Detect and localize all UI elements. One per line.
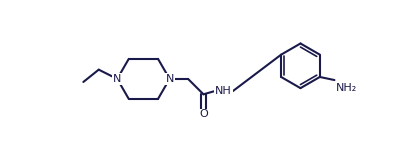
Text: NH₂: NH₂ <box>335 83 356 93</box>
Text: N: N <box>165 74 173 84</box>
Text: O: O <box>198 109 207 119</box>
Text: NH: NH <box>215 86 231 96</box>
Text: N: N <box>113 74 121 84</box>
